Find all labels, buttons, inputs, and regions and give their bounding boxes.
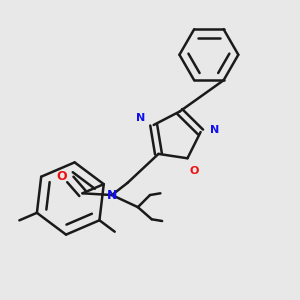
Text: N: N [136,113,145,124]
Text: O: O [56,170,67,183]
Text: O: O [190,166,199,176]
Text: N: N [210,125,220,135]
Text: N: N [107,188,117,202]
